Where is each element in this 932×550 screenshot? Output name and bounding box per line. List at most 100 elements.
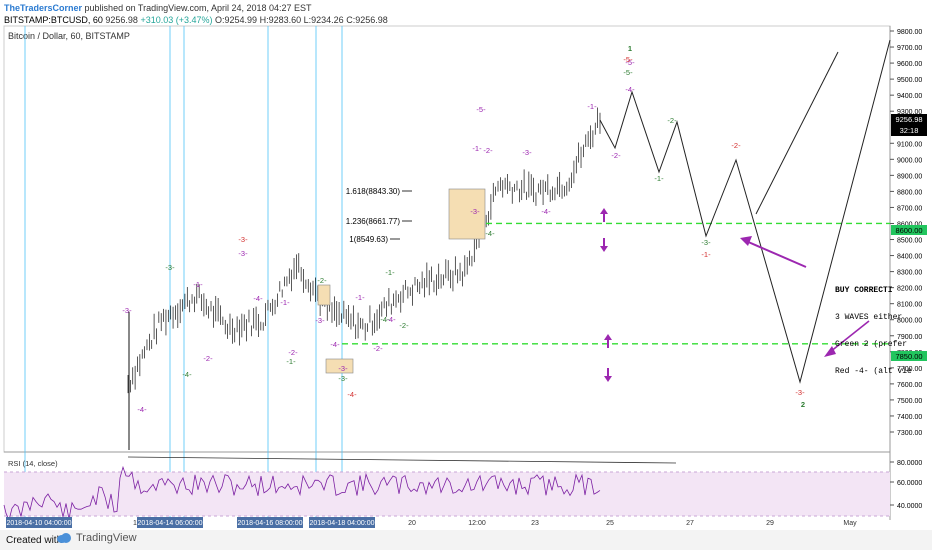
price-change: +310.03 (+3.47%) <box>140 15 213 25</box>
price-chart[interactable]: 9800.00 9700.00 9600.00 9500.00 9400.00 9300.… <box>0 0 932 530</box>
price-tick-label: 7900.00 <box>897 334 922 341</box>
projection-line <box>599 39 891 384</box>
level-lower-text: 7850.00 <box>895 352 922 361</box>
wave-label-green: -4- <box>380 315 390 324</box>
wave-label-red: -4- <box>347 390 357 399</box>
rsi-trendline <box>127 456 677 464</box>
wave-label-purple: -3- <box>122 306 132 315</box>
price-tick-label: 9500.00 <box>897 77 922 84</box>
wave-label-green: -3- <box>701 238 711 247</box>
level-lower-box <box>891 351 927 361</box>
price-tick-label: 9100.00 <box>897 141 922 148</box>
candles <box>127 107 601 450</box>
tradingview-logo[interactable]: TradingView <box>56 532 137 544</box>
time-label-boxed: 2018-04-10 04:00:00 <box>7 520 72 527</box>
footer-bar: Created with TradingView <box>0 530 932 550</box>
wave-label-purple: -2- <box>288 348 298 357</box>
wave-label-purple: -4- <box>386 315 396 324</box>
time-label: May <box>843 520 857 527</box>
current-price-box <box>891 114 927 125</box>
wave-label-purple: -1- <box>193 280 203 289</box>
countdown-text: 32:18 <box>900 126 919 135</box>
time-label: 23 <box>531 520 539 527</box>
rsi-pane[interactable]: RSI (14, close) 80.0000 60.0000 40.0000 <box>3 456 922 522</box>
price-tick-label: 7500.00 <box>897 398 922 405</box>
time-axis[interactable]: 2018-04-10 04:00:00 2018-04-14 06:00:00 20… <box>6 517 857 528</box>
wave-label-green: -1- <box>385 268 395 277</box>
wave-label-green: -4- <box>485 229 495 238</box>
price-tick-label: 8000.00 <box>897 318 922 325</box>
price-tick-label: 8600.00 <box>897 221 922 228</box>
price-tick-label: 8300.00 <box>897 270 922 277</box>
wave-label-red: -3- <box>238 235 248 244</box>
annotation-note: BUY CORRECTI 3 WAVES either Green 2 (pre… <box>835 268 912 385</box>
close-value: C:9256.98 <box>346 15 388 25</box>
cloud-icon <box>57 533 71 543</box>
wave-label-green: 2 <box>801 400 805 409</box>
wave-label-purple: -2- <box>611 151 621 160</box>
rsi-tick-label: 80.0000 <box>897 460 922 467</box>
last-price: 9256.98 <box>105 15 138 25</box>
open-value: O:9254.99 <box>215 15 258 25</box>
fib-1618-label: 1.618(8843.30) <box>346 187 401 196</box>
price-tick-label: 9300.00 <box>897 109 922 116</box>
fib-boxes <box>317 188 486 374</box>
cyan-time-lines <box>24 26 343 520</box>
annotation-line-4: Red -4- (alt vie <box>835 367 912 376</box>
time-label: 20 <box>408 520 416 527</box>
diag-arrow-1-head <box>740 236 752 246</box>
wave-label-green: -5- <box>623 68 633 77</box>
current-price-text: 9256.98 <box>895 115 922 124</box>
time-label-boxed: 2018-04-18 04:00:00 <box>310 520 375 527</box>
time-label: 25 <box>606 520 614 527</box>
wave-label-green: -2- <box>399 321 409 330</box>
wave-label-purple: -1- <box>472 144 482 153</box>
created-with-text: Created with <box>6 535 63 546</box>
price-tick-label: 8700.00 <box>897 205 922 212</box>
wave-label-purple: -1- <box>587 102 597 111</box>
arrow-down-head <box>604 376 612 382</box>
wave-label-green: -1- <box>286 357 296 366</box>
fib-1-label: 1(8549.63) <box>349 235 388 244</box>
level-upper-box <box>891 225 927 235</box>
fib-box-bottom <box>325 358 354 374</box>
alt-projection-line <box>755 51 839 215</box>
wave-label-purple: -1- <box>280 298 290 307</box>
projection-path <box>599 39 891 384</box>
time-label-partial: 1 <box>133 520 137 527</box>
price-tick-label: 8900.00 <box>897 173 922 180</box>
arrow-up-head <box>600 208 608 214</box>
rsi-label: RSI (14, close) <box>8 459 58 468</box>
symbol-label: BITSTAMP:BTCUSD, 60 <box>4 15 103 25</box>
time-label-box <box>6 517 72 528</box>
wave-label-purple: -1- <box>355 293 365 302</box>
high-value: H:9283.60 <box>259 15 302 25</box>
wave-label-red: -5- <box>623 55 633 64</box>
wave-label-purple: -4- <box>137 405 147 414</box>
price-axis[interactable]: 9800.00 9700.00 9600.00 9500.00 9400.00 9300.… <box>890 29 922 437</box>
wave-label-red: -2- <box>731 141 741 150</box>
wave-label-purple: -2- <box>203 354 213 363</box>
wave-label-red: -3- <box>795 388 805 397</box>
diag-arrow-2 <box>829 320 870 353</box>
wave-label-green: 1 <box>628 44 632 53</box>
chart-title: Bitcoin / Dollar, 60, BITSTAMP <box>8 31 130 41</box>
support-levels <box>342 222 890 345</box>
wave-label-purple: -2- <box>483 146 493 155</box>
wave-label-purple: -4- <box>541 207 551 216</box>
arrow-markers <box>600 208 870 382</box>
wave-label-purple: -3- <box>238 249 248 258</box>
price-tick-label: 7400.00 <box>897 414 922 421</box>
wave-label-purple: -4- <box>330 340 340 349</box>
price-tick-label: 8400.00 <box>897 254 922 261</box>
brand-name: TradingView <box>76 532 137 544</box>
main-pane-frame <box>3 25 891 453</box>
author-name[interactable]: TheTradersCorner <box>4 3 83 13</box>
wave-label-green: -2- <box>317 276 327 285</box>
time-label: 12:00 <box>468 520 486 527</box>
wave-label-purple: -3- <box>315 316 325 325</box>
time-label-box <box>137 517 203 528</box>
time-label-boxed: 2018-04-14 06:00:00 <box>138 520 203 527</box>
annotation-line-2: 3 WAVES either <box>835 313 903 322</box>
fib-box-small <box>317 284 331 306</box>
